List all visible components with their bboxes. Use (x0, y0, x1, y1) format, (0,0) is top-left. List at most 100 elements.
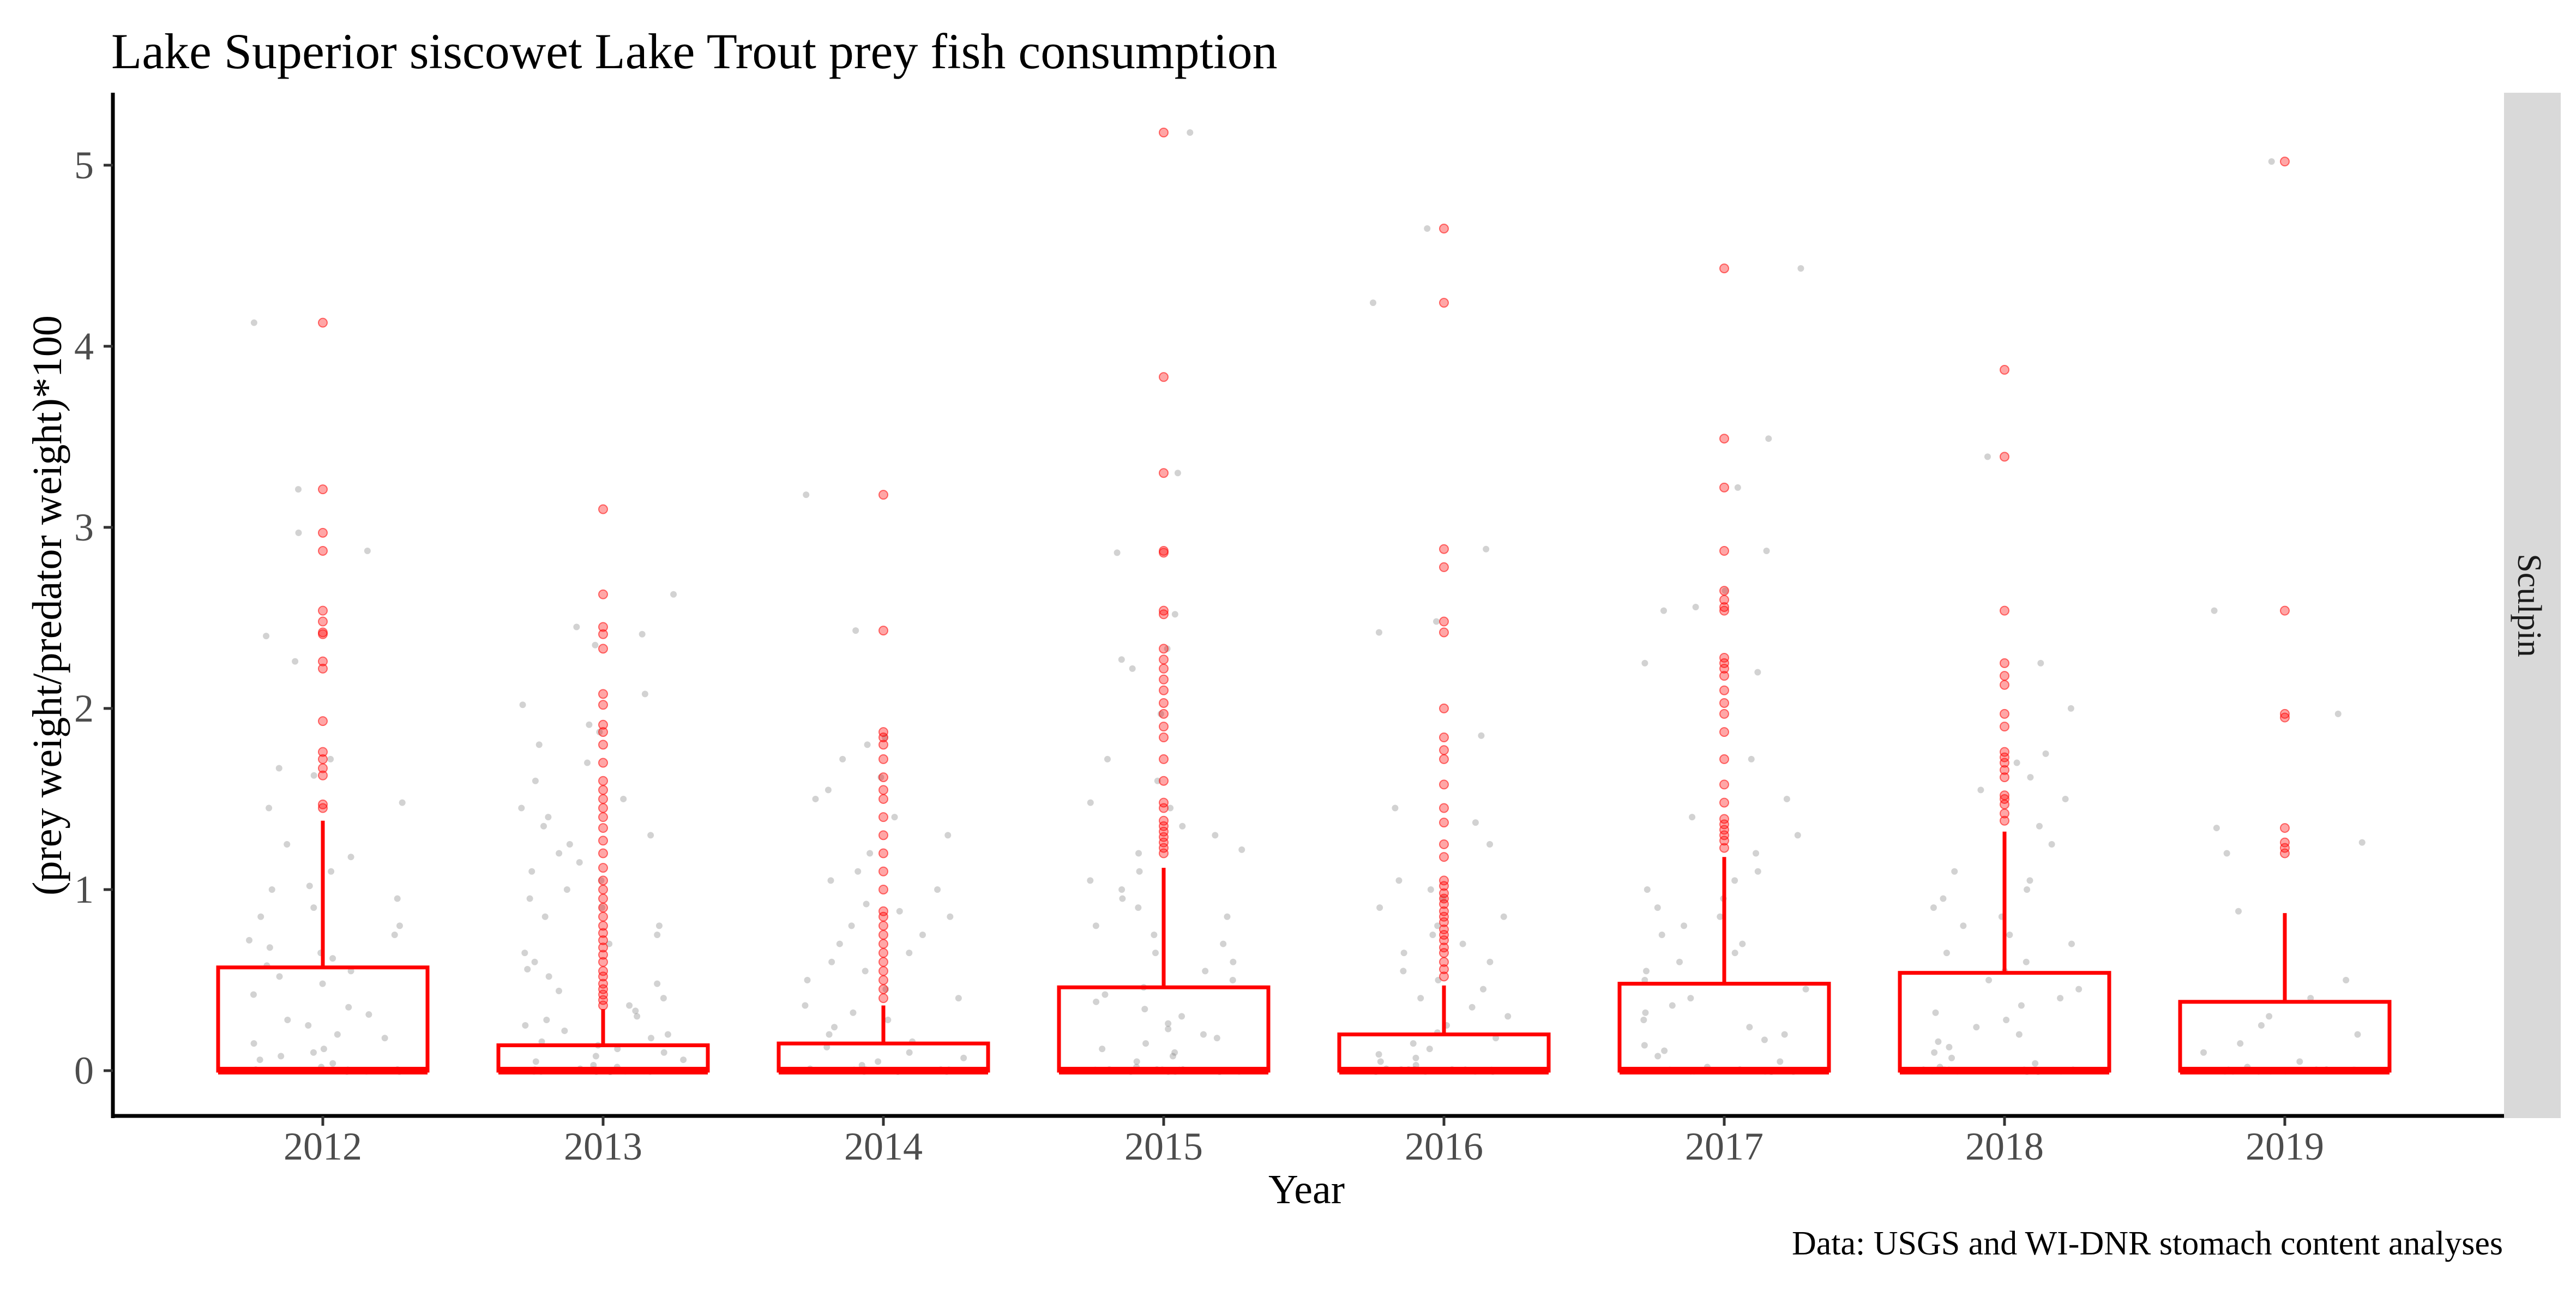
outlier-point (1159, 722, 1169, 732)
jitter-point (250, 1040, 257, 1047)
outlier-point (1159, 708, 1169, 719)
outlier-point (598, 823, 608, 833)
outlier-point (1719, 843, 1729, 853)
jitter-point (275, 765, 282, 772)
x-tick-label: 2016 (1405, 1125, 1483, 1168)
jitter-point (250, 319, 257, 326)
jitter-point (1658, 931, 1665, 938)
outlier-point (1439, 779, 1449, 790)
jitter-point (2213, 825, 2220, 832)
jitter-point (576, 859, 583, 866)
jitter-point (1940, 895, 1947, 902)
outlier-point (1719, 727, 1729, 737)
jitter-point (804, 976, 811, 983)
jitter-point (944, 832, 952, 839)
outlier-point (598, 803, 608, 813)
jitter-point (1468, 1004, 1476, 1011)
jitter-point (655, 922, 663, 929)
jitter-point (884, 1017, 892, 1024)
x-tick-label: 2014 (844, 1125, 923, 1168)
x-tick-label: 2015 (1124, 1125, 1203, 1168)
outlier-point (1159, 663, 1169, 674)
jitter-point (664, 1031, 671, 1038)
outlier-point (598, 942, 608, 953)
y-tick-label: 1 (74, 868, 94, 911)
jitter-point (1717, 913, 1724, 920)
jitter-point (584, 759, 591, 766)
jitter-point (2057, 995, 2064, 1002)
jitter-point (1754, 669, 1761, 676)
jitter-point (1754, 868, 1761, 875)
jitter-point (347, 854, 354, 861)
jitter-point (532, 777, 539, 784)
jitter-point (1151, 931, 1158, 938)
outlier-point (598, 504, 608, 514)
jitter-point (654, 931, 661, 938)
outlier-point (878, 772, 888, 783)
jitter-point (881, 734, 888, 741)
jitter-point (1178, 1013, 1185, 1020)
y-axis-label: (prey weight/predator weight)*100 (25, 315, 70, 896)
jitter-point (531, 958, 538, 965)
x-axis-ticks: 2012 2013 2014 2015 2016 2017 2018 2019 (284, 1116, 2324, 1168)
outlier-point (1719, 671, 1729, 681)
outlier-point (2280, 712, 2290, 723)
jitter-point (1797, 265, 1804, 272)
outlier-point (1439, 875, 1449, 886)
jitter-point (1687, 995, 1694, 1002)
outlier-point (2000, 808, 2009, 819)
outlier-point (878, 906, 888, 916)
jitter-point (2037, 659, 2044, 666)
jitter-point (266, 944, 273, 951)
outlier-point (598, 836, 608, 846)
jitter-point (1169, 1053, 1176, 1060)
jitter-point (1142, 1040, 1149, 1047)
jitter-point (399, 799, 406, 806)
jitter-point (1375, 1051, 1382, 1058)
jitter-point (347, 968, 354, 975)
jitter-point (1135, 850, 1142, 857)
outlier-point (1719, 595, 1729, 605)
jitter-point (1424, 225, 1431, 232)
outlier-point (1719, 779, 1729, 790)
jitter-point (1641, 976, 1648, 983)
chart-title: Lake Superior siscowet Lake Trout prey f… (111, 23, 1278, 79)
outlier-point (878, 830, 888, 840)
jitter-point (1932, 1009, 1939, 1016)
jitter-point (1783, 795, 1790, 802)
jitter-point (866, 850, 874, 857)
jitter-point (1375, 629, 1382, 636)
outlier-point (598, 848, 608, 858)
jitter-point (906, 1049, 913, 1056)
jitter-point (1152, 950, 1159, 957)
jitter-point (1171, 611, 1178, 618)
jitter-point (1377, 1058, 1384, 1065)
outlier-point (598, 622, 608, 632)
jitter-point (1135, 904, 1142, 911)
outlier-point (598, 893, 608, 904)
jitter-point (566, 840, 573, 848)
jitter-point (276, 973, 283, 980)
outlier-point (2000, 365, 2009, 375)
jitter-point (528, 868, 535, 875)
jitter-point (284, 1017, 291, 1024)
jitter-point (555, 987, 562, 994)
outlier-point (598, 921, 608, 931)
jitter-point (1087, 877, 1094, 884)
outlier-point (598, 785, 608, 795)
jitter-point (1984, 453, 1991, 460)
outlier-point (1439, 745, 1449, 755)
jitter-point (2024, 886, 2031, 893)
jitter-point (2334, 710, 2342, 717)
jitter-point (1093, 998, 1100, 1005)
jitter-point (802, 1002, 809, 1009)
jitter-point (1102, 991, 1109, 998)
jitter-point (960, 1054, 967, 1061)
jitter-point (319, 980, 326, 987)
outlier-point (1159, 609, 1169, 620)
jitter-point (1951, 868, 1958, 875)
outlier-point (1439, 616, 1449, 627)
jitter-point (1179, 822, 1186, 830)
jitter-point (839, 755, 846, 762)
